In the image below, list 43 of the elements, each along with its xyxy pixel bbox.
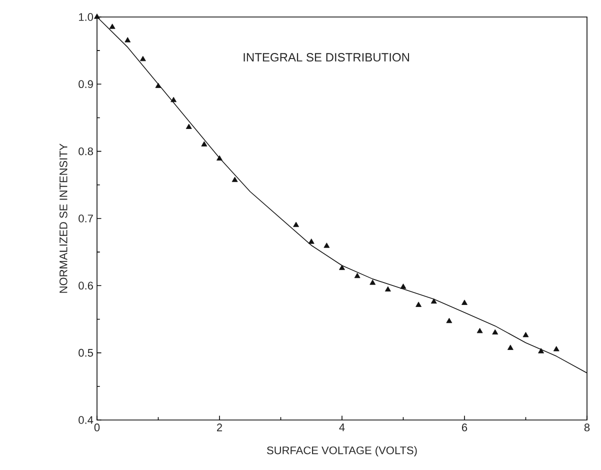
point (232, 176, 238, 182)
point (339, 264, 345, 270)
y-tick-label: 0.4 (78, 416, 94, 424)
point (354, 272, 360, 278)
point (522, 332, 529, 338)
x-tick-label: 8 (584, 424, 590, 432)
y-tick-label: 1.0 (79, 13, 94, 21)
point (507, 344, 514, 350)
point (324, 242, 330, 248)
point (430, 298, 437, 304)
y-tick-label: 0.6 (78, 282, 93, 290)
point (538, 348, 544, 354)
point (400, 284, 406, 289)
point (186, 124, 192, 129)
point (94, 14, 100, 19)
point (492, 329, 498, 334)
x-tick-label: 2 (216, 424, 222, 432)
x-tick-label: 0 (94, 424, 100, 432)
y-tick-label: 0.7 (78, 214, 93, 222)
point (462, 300, 468, 305)
y-tick-label: 0.5 (78, 348, 94, 357)
point (140, 56, 146, 62)
point (201, 141, 208, 146)
point (476, 328, 483, 334)
point (170, 96, 177, 102)
y-tick-label: 0.8 (78, 147, 93, 156)
point (416, 302, 422, 307)
point (109, 24, 116, 29)
y-axis-title: NORMALIZED SE INTENSITY (60, 144, 68, 293)
x-tick-label: 6 (462, 424, 468, 432)
y-tick-label: 0.9 (78, 80, 93, 88)
point (370, 280, 376, 285)
x-axis-title: SURFACE VOLTAGE (VOLTS) (267, 446, 417, 456)
x-tick-label: 4 (339, 424, 345, 432)
annotation: INTEGRAL SE DISTRIBUTION (244, 53, 409, 62)
point (308, 238, 314, 244)
point (293, 222, 300, 228)
point (216, 155, 222, 161)
point (384, 286, 391, 292)
point (553, 346, 560, 352)
point (446, 318, 452, 324)
point (155, 82, 162, 88)
point (124, 37, 131, 42)
